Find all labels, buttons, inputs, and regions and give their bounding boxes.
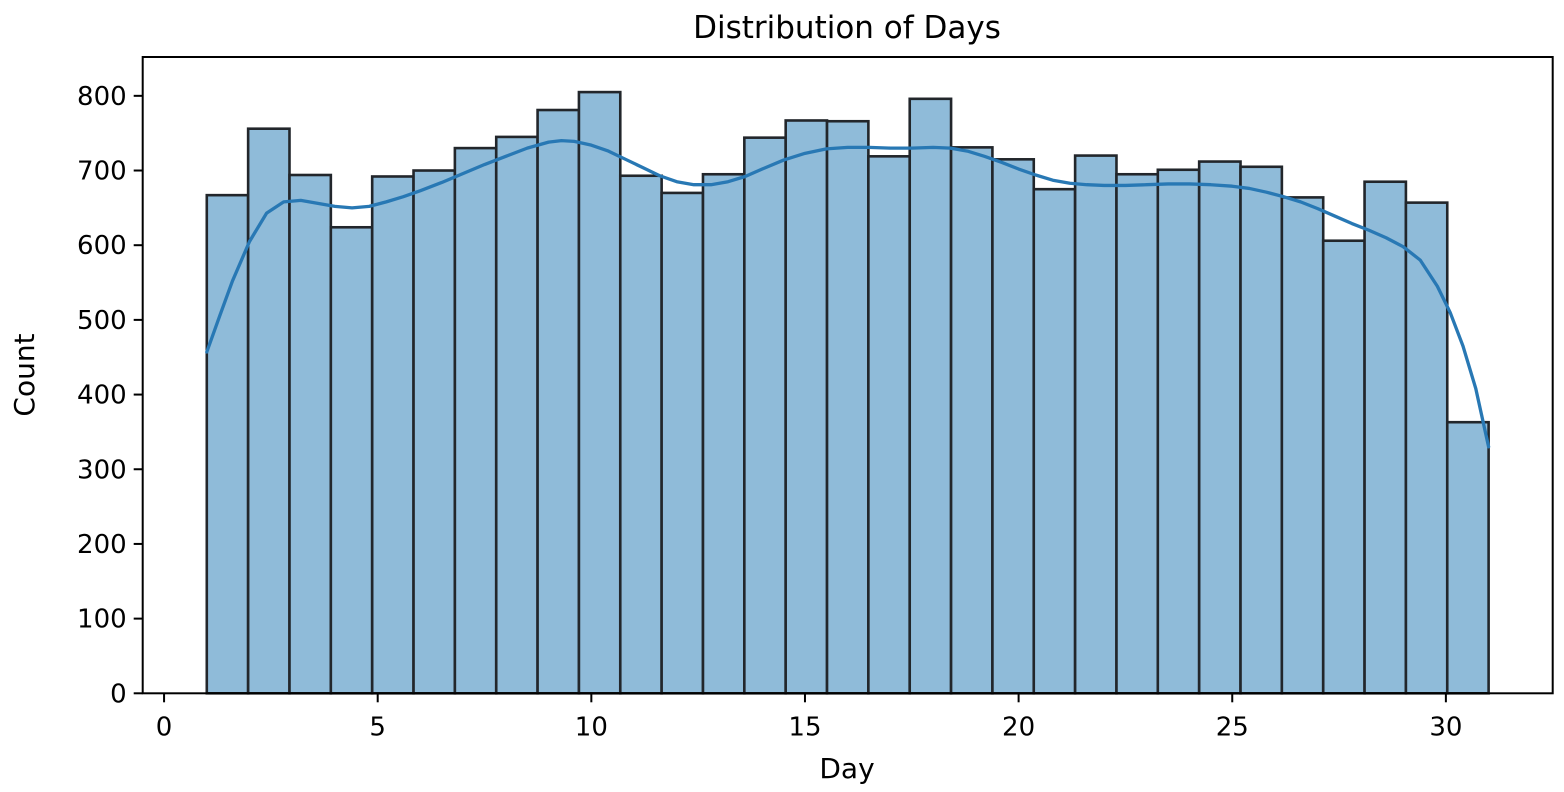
histogram-bar <box>536 108 581 695</box>
histogram-bar <box>205 193 250 695</box>
y-tick-label: 400 <box>77 381 127 411</box>
histogram-bar <box>825 119 870 695</box>
histogram-bar <box>1363 180 1408 695</box>
y-tick-label: 700 <box>77 157 127 187</box>
x-tick-label: 0 <box>156 712 173 742</box>
histogram-bar <box>453 146 498 695</box>
histogram-bar <box>1239 165 1284 695</box>
histogram-bar <box>908 97 953 695</box>
axes-spines <box>141 56 1554 695</box>
y-axis-label: Count <box>8 333 41 416</box>
histogram-bar <box>1404 201 1449 695</box>
histogram-bar <box>1321 239 1366 695</box>
histogram-bar <box>1156 168 1201 695</box>
histogram-bar <box>949 146 994 695</box>
x-axis-ticks: 0 5 10 15 20 25 30 <box>156 693 1462 742</box>
kde-curve <box>205 139 1491 449</box>
x-tick-label: 15 <box>788 712 821 742</box>
histogram-bar <box>1032 187 1077 695</box>
histogram-bar <box>412 169 457 695</box>
y-tick-label: 500 <box>77 306 127 336</box>
histogram-bar <box>494 135 539 695</box>
histogram-bar <box>1445 420 1490 695</box>
y-tick-label: 800 <box>77 82 127 112</box>
histogram-bar <box>867 155 912 695</box>
histogram-bar <box>577 90 622 695</box>
histogram-bar <box>618 174 663 695</box>
histogram-bar <box>329 225 374 695</box>
x-tick-label: 5 <box>369 712 386 742</box>
histogram-bar <box>701 172 746 695</box>
histogram-bar <box>660 191 705 695</box>
histogram-bar <box>370 175 415 695</box>
x-tick-label: 25 <box>1216 712 1249 742</box>
y-tick-label: 100 <box>77 605 127 635</box>
y-tick-label: 300 <box>77 455 127 485</box>
histogram-bar <box>1197 160 1242 695</box>
y-tick-label: 600 <box>77 231 127 261</box>
y-tick-label: 0 <box>110 679 127 709</box>
y-tick-label: 200 <box>77 530 127 560</box>
histogram-bar <box>1280 196 1325 695</box>
x-tick-label: 30 <box>1429 712 1462 742</box>
x-tick-label: 20 <box>1002 712 1035 742</box>
histogram-bar <box>246 127 291 695</box>
histogram-bar <box>1073 154 1118 695</box>
y-axis-ticks: 0 100 200 300 400 500 600 700 800 <box>77 82 143 709</box>
histogram-bar <box>288 173 333 695</box>
x-axis-label: Day <box>819 752 874 785</box>
histogram-bar <box>1115 172 1160 695</box>
histogram-bars <box>205 90 1490 695</box>
histogram-bar <box>784 119 829 695</box>
x-tick-label: 10 <box>575 712 608 742</box>
histogram-bar <box>991 158 1036 695</box>
chart-title: Distribution of Days <box>693 10 1001 46</box>
histogram-bar <box>743 136 787 695</box>
